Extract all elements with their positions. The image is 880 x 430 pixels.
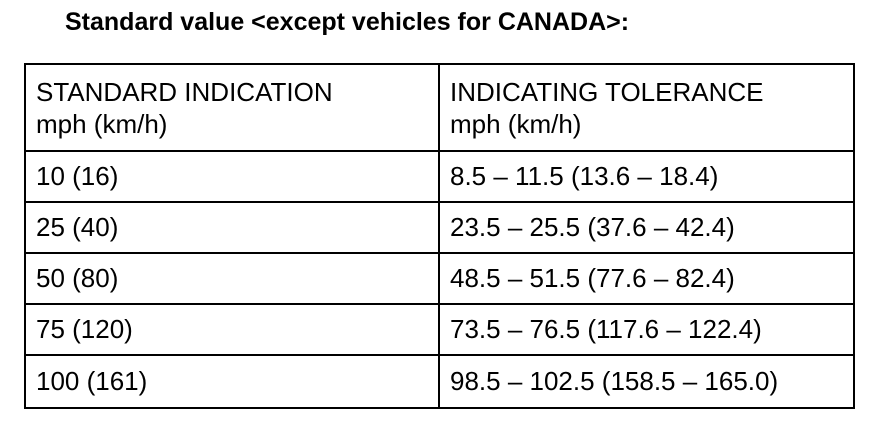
speedometer-tolerance-table: STANDARD INDICATION mph (km/h) INDICATIN… bbox=[24, 63, 855, 409]
tolerance-cell: 8.5 – 11.5 (13.6 – 18.4) bbox=[438, 150, 855, 203]
page-title: Standard value <except vehicles for CANA… bbox=[65, 8, 630, 36]
header-unit: mph (km/h) bbox=[36, 108, 168, 139]
header-standard-indication: STANDARD INDICATION mph (km/h) bbox=[24, 63, 440, 152]
standard-value-cell: 100 (161) bbox=[24, 354, 440, 409]
standard-value-cell: 25 (40) bbox=[24, 201, 440, 254]
table-row: 100 (161) 98.5 – 102.5 (158.5 – 165.0) bbox=[24, 354, 855, 409]
header-unit: mph (km/h) bbox=[450, 108, 582, 139]
table-row: 50 (80) 48.5 – 51.5 (77.6 – 82.4) bbox=[24, 252, 855, 305]
standard-value-cell: 10 (16) bbox=[24, 150, 440, 203]
standard-value-cell: 50 (80) bbox=[24, 252, 440, 305]
tolerance-cell: 73.5 – 76.5 (117.6 – 122.4) bbox=[438, 303, 855, 356]
header-line: INDICATING TOLERANCE bbox=[450, 76, 764, 107]
table-header-row: STANDARD INDICATION mph (km/h) INDICATIN… bbox=[24, 63, 855, 152]
tolerance-cell: 48.5 – 51.5 (77.6 – 82.4) bbox=[438, 252, 855, 305]
header-line: STANDARD INDICATION bbox=[36, 76, 333, 107]
header-indicating-tolerance: INDICATING TOLERANCE mph (km/h) bbox=[438, 63, 855, 152]
tolerance-cell: 23.5 – 25.5 (37.6 – 42.4) bbox=[438, 201, 855, 254]
tolerance-cell: 98.5 – 102.5 (158.5 – 165.0) bbox=[438, 354, 855, 409]
standard-value-cell: 75 (120) bbox=[24, 303, 440, 356]
table-row: 10 (16) 8.5 – 11.5 (13.6 – 18.4) bbox=[24, 150, 855, 203]
table-row: 75 (120) 73.5 – 76.5 (117.6 – 122.4) bbox=[24, 303, 855, 356]
table-row: 25 (40) 23.5 – 25.5 (37.6 – 42.4) bbox=[24, 201, 855, 254]
